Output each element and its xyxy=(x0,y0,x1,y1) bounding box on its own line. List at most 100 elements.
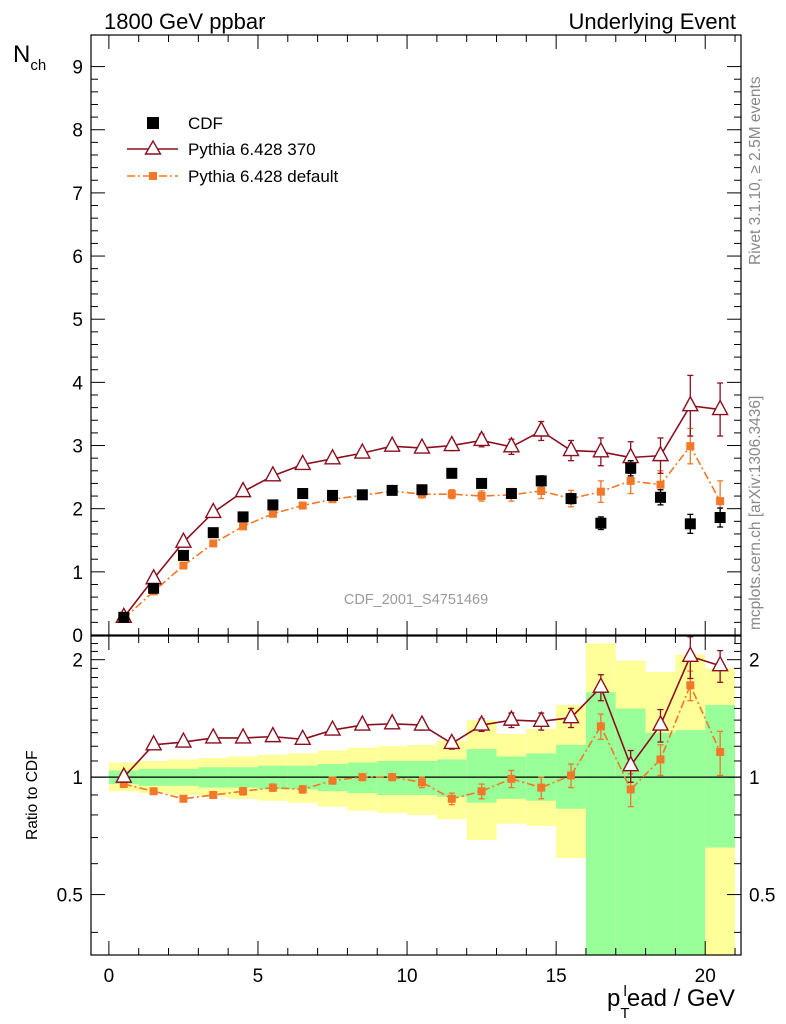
main-pdefault-line xyxy=(123,444,721,620)
main-cdf-point xyxy=(386,484,398,496)
ratio-pdefault-point xyxy=(179,794,188,803)
main-ytick-label: 0 xyxy=(72,626,83,647)
main-cdf-point xyxy=(654,491,666,503)
main-cdf-point xyxy=(714,512,726,524)
main-pdefault-point xyxy=(537,487,546,495)
main-p370-point xyxy=(651,445,670,462)
main-cdf-point xyxy=(595,517,607,529)
main-cdf-point xyxy=(297,488,309,500)
main-ytick-label: 9 xyxy=(72,58,83,79)
ratio-series xyxy=(115,636,729,808)
ratio-band-green xyxy=(675,730,706,955)
ratio-frame xyxy=(90,635,742,956)
main-p370-point xyxy=(681,395,699,412)
main-p370-point xyxy=(234,481,252,498)
main-pdefault-point xyxy=(209,539,218,548)
main-ytick-label: 7 xyxy=(72,184,83,205)
ratio-p370-point xyxy=(472,714,491,731)
main-ylabel: Nch xyxy=(13,41,46,74)
ratio-pdefault-line xyxy=(123,683,721,800)
ratio-xtick-label: 20 xyxy=(695,966,716,987)
main-pdefault-point xyxy=(686,442,695,451)
ratio-ytick-label: 2 xyxy=(72,651,83,672)
ratio-bands xyxy=(108,643,736,955)
legend-p370-label: Pythia 6.428 370 xyxy=(188,140,316,159)
ratio-axes: 0 5 10 15 20 0.5 0.5 1 1 2 2 xyxy=(57,636,775,987)
ratio-pdefault-point xyxy=(268,783,277,792)
ratio-band-green xyxy=(615,708,646,955)
legend-cdf-label: CDF xyxy=(188,114,223,133)
ratio-p370-point xyxy=(353,714,371,731)
main-cdf-point xyxy=(416,484,428,496)
ratio-p370-point xyxy=(144,734,163,751)
ratio-p370-point xyxy=(711,655,729,672)
ratio-pdefault-point xyxy=(239,787,248,796)
main-cdf-point xyxy=(476,477,488,489)
main-p370-point xyxy=(264,465,282,482)
main-ytick-label: 1 xyxy=(72,563,83,584)
x-axis-label-sub: T xyxy=(620,1005,629,1022)
main-series xyxy=(115,374,729,624)
ratio-pdefault-point xyxy=(209,790,218,799)
main-pdefault-point xyxy=(596,487,605,496)
ratio-p370-point xyxy=(532,710,550,728)
main-ytick-label: 2 xyxy=(72,500,83,521)
main-pdefault-point xyxy=(716,497,725,506)
ratio-pdefault-point xyxy=(626,785,635,794)
ratio-pdefault-point xyxy=(716,747,725,756)
ratio-pdefault-point xyxy=(298,785,307,794)
main-p370-point xyxy=(592,441,610,458)
main-frame xyxy=(90,34,742,636)
main-cdf-point xyxy=(625,462,637,474)
main-p370-point xyxy=(472,429,491,447)
ratio-ytick-label-right: 2 xyxy=(749,651,760,672)
main-cdf-point xyxy=(684,518,696,530)
main-p370-point xyxy=(443,435,461,452)
main-ytick-label: 4 xyxy=(72,373,83,394)
ratio-p370-point xyxy=(502,709,521,726)
ratio-p370-point xyxy=(294,728,312,746)
rivet-label: Rivet 3.1.10, ≥ 2.5M events xyxy=(747,76,764,265)
ratio-pdefault-point xyxy=(477,787,486,796)
ratio-ytick-label-right: 0.5 xyxy=(749,886,775,907)
ratio-p370-point xyxy=(651,714,670,731)
ratio-pdefault-point xyxy=(358,773,367,782)
main-pdefault-point xyxy=(268,509,277,518)
x-axis-label-rest: ead / GeV xyxy=(627,985,735,1012)
legend-cdf-marker xyxy=(147,117,159,129)
ratio-pdefault-point xyxy=(388,773,397,782)
main-cdf-point xyxy=(118,611,130,623)
main-p370-point xyxy=(562,440,580,457)
ratio-p370-point xyxy=(174,731,193,748)
ratio-pdefault-point xyxy=(686,681,695,690)
main-pdefault-point xyxy=(447,490,456,499)
main-pdefault-point xyxy=(477,492,486,501)
ratio-ylabel: Ratio to CDF xyxy=(24,750,41,840)
main-pdefault-point xyxy=(656,480,665,489)
main-ytick-label: 3 xyxy=(72,437,83,458)
ratio-p370-point xyxy=(383,713,401,730)
main-p370-point xyxy=(204,501,222,519)
ratio-p370-point xyxy=(681,645,699,663)
ratio-p370-point xyxy=(413,714,431,731)
main-p370-point xyxy=(294,453,312,471)
main-p370-point xyxy=(353,442,371,459)
main-cdf-point xyxy=(148,582,160,594)
main-axes: 0 1 2 3 4 5 6 7 8 9 xyxy=(72,35,741,647)
x-axis-label-sup: l xyxy=(624,983,627,1000)
ratio-ytick-label-right: 1 xyxy=(749,768,760,789)
ratio-p370-point xyxy=(234,727,252,744)
main-cdf-point xyxy=(207,527,219,539)
main-cdf-point xyxy=(565,493,577,505)
legend-pdefault-label: Pythia 6.428 default xyxy=(188,167,339,186)
x-axis-label-p: p xyxy=(607,985,620,1012)
main-p370-point xyxy=(532,420,550,437)
main-ylabel-main: N xyxy=(13,41,30,68)
ratio-p370-point xyxy=(323,719,342,736)
main-cdf-point xyxy=(446,467,458,479)
legend: CDF Pythia 6.428 370 Pythia 6.428 defaul… xyxy=(127,114,339,186)
main-p370-point xyxy=(383,435,401,452)
main-pdefault-point xyxy=(239,522,248,531)
ratio-band-green xyxy=(705,705,736,848)
